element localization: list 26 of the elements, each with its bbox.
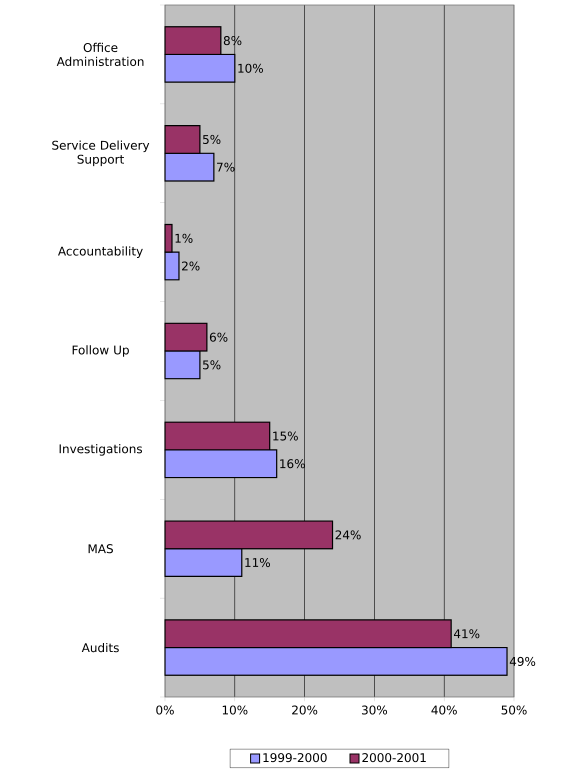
x-tick-label: 30%: [362, 705, 388, 715]
data-label: 5%: [203, 134, 220, 144]
data-label: 11%: [245, 558, 270, 568]
y-tick-label: Office Administration: [56, 42, 144, 66]
y-tick-label: Service Delivery Support: [52, 140, 150, 166]
data-label: 5%: [203, 360, 220, 370]
y-tick-label: Follow Up: [72, 345, 129, 357]
x-tick-label: 10%: [222, 705, 248, 715]
data-label: 2%: [182, 261, 200, 271]
x-tick-label: 20%: [292, 705, 318, 715]
legend-label: 1999-2000: [263, 753, 327, 762]
y-tick-label: Accountability: [58, 246, 143, 258]
x-tick-label: 0%: [156, 705, 174, 715]
legend-label: 2000-2001: [362, 753, 426, 762]
data-label: 10%: [238, 64, 264, 73]
data-label: 6%: [210, 332, 228, 342]
data-label: 41%: [454, 629, 480, 638]
y-tick-label: MAS: [88, 544, 113, 554]
y-tick-label: Audits: [82, 642, 119, 652]
data-label: 24%: [336, 530, 361, 540]
x-tick-label: 50%: [502, 705, 527, 715]
data-label: 7%: [217, 162, 234, 172]
y-tick-label: Investigations: [60, 444, 142, 456]
data-label: 1%: [175, 234, 193, 243]
x-tick-label: 40%: [431, 705, 457, 715]
data-label: 15%: [273, 431, 298, 441]
